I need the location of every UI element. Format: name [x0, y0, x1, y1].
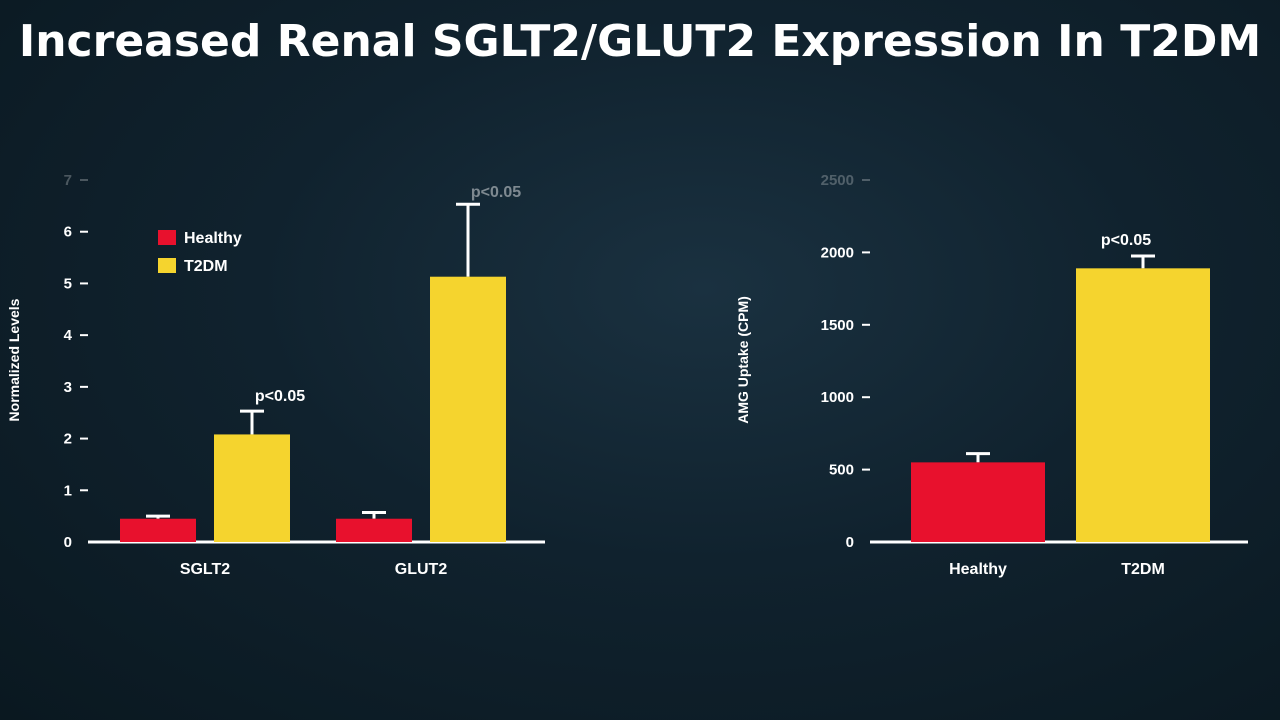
x-category-label: SGLT2	[180, 561, 230, 578]
legend-swatch-t2dm	[158, 258, 176, 273]
y-tick-label: 2500	[821, 172, 854, 189]
y-tick-label: 3	[64, 379, 72, 396]
chart-amg-uptake: 0 500 1000 1500 2000 2500 AMG Uptake (CPM) Heal…	[735, 172, 1248, 578]
bar-healthy	[911, 462, 1045, 542]
y-tick-label: 5	[64, 275, 72, 292]
chart-normalized-levels: 0 1 2 3 4 5 6 7 Normalized Levels SGLT2 GLUT2 p<0.0…	[6, 172, 545, 578]
y-axis-title: Normalized Levels	[6, 298, 22, 421]
legend-label-healthy: Healthy	[184, 230, 242, 247]
legend-label-t2dm: T2DM	[184, 258, 228, 275]
x-category-label: T2DM	[1121, 561, 1165, 578]
y-tick-label: 1000	[821, 389, 854, 406]
legend-swatch-healthy	[158, 230, 176, 245]
bar-t2dm-sglt2	[214, 434, 290, 542]
y-tick-label: 0	[64, 534, 72, 551]
y-axis-title: AMG Uptake (CPM)	[735, 296, 751, 424]
bar-t2dm	[1076, 268, 1210, 542]
p-value-annotation: p<0.05	[471, 184, 521, 201]
bar-healthy-glut2	[336, 518, 412, 542]
y-tick-label: 1500	[821, 317, 854, 334]
y-tick-label: 2	[64, 431, 72, 448]
y-tick-label: 4	[64, 327, 73, 344]
y-tick-label: 2000	[821, 244, 854, 261]
y-tick-label: 1	[64, 482, 72, 499]
x-category-label: Healthy	[949, 561, 1007, 578]
x-category-label: GLUT2	[395, 561, 448, 578]
y-tick-label: 7	[64, 172, 72, 189]
bar-healthy-sglt2	[120, 518, 196, 542]
slide-title: Increased Renal SGLT2/GLUT2 Expression I…	[18, 16, 1262, 67]
y-tick-label: 6	[64, 224, 72, 241]
y-tick-label: 0	[846, 534, 854, 551]
p-value-annotation: p<0.05	[1101, 232, 1151, 249]
y-tick-label: 500	[829, 462, 854, 479]
p-value-annotation: p<0.05	[255, 388, 305, 405]
bar-t2dm-glut2	[430, 276, 506, 542]
